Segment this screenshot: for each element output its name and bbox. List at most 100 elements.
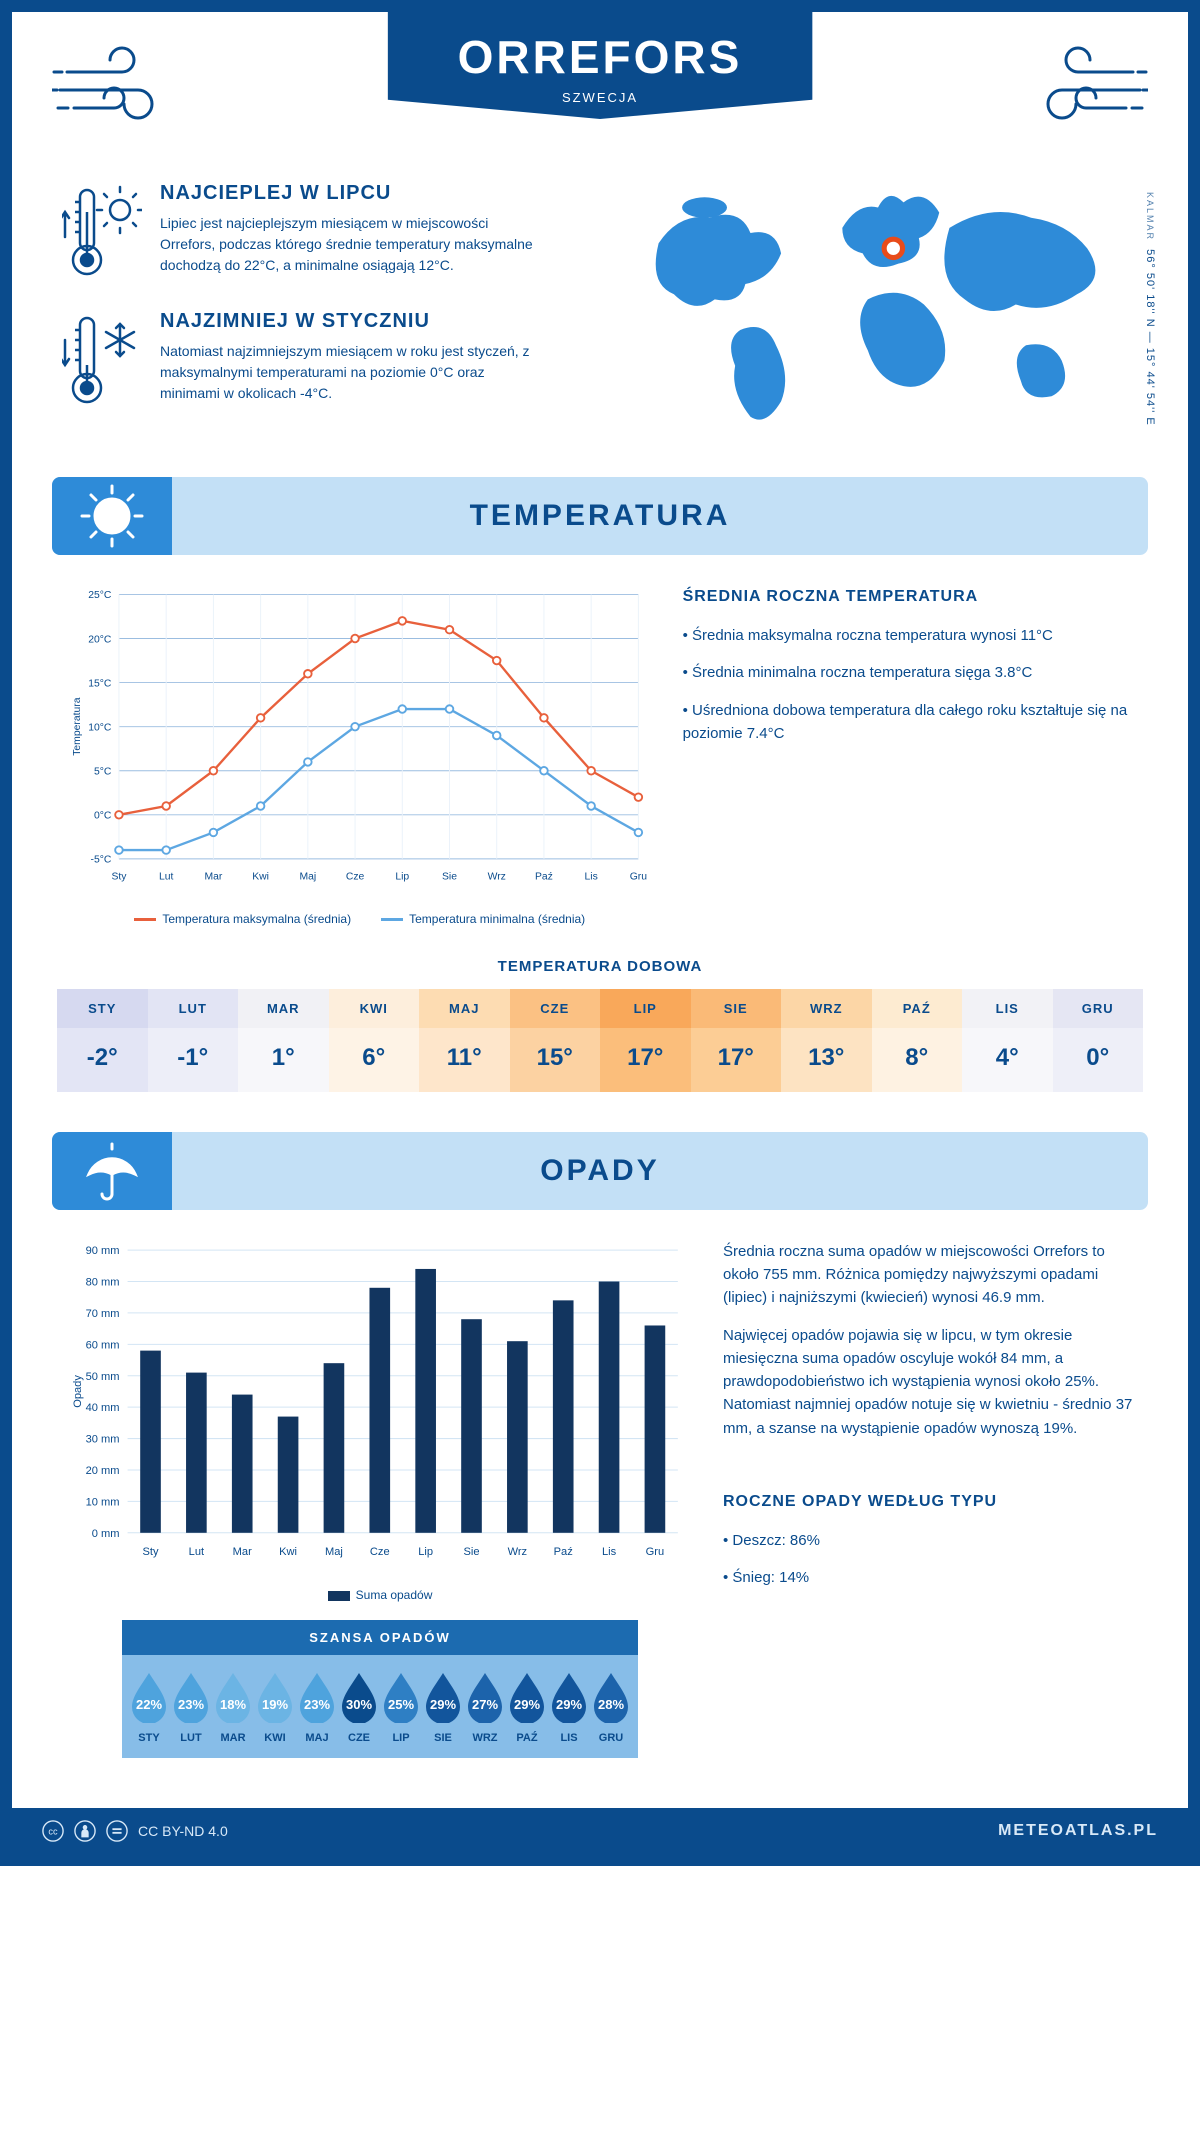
svg-text:0 mm: 0 mm xyxy=(92,1528,120,1540)
header: ORREFORS SZWECJA xyxy=(12,12,1188,152)
chance-drop: 29%SIE xyxy=(422,1671,464,1752)
intro-section: NAJCIEPLEJ W LIPCU Lipiec jest najcieple… xyxy=(12,152,1188,467)
temperature-chart-row: -5°C0°C5°C10°C15°C20°C25°CStyLutMarKwiMa… xyxy=(12,555,1188,936)
daily-temp-col: WRZ 13° xyxy=(781,989,872,1092)
svg-text:Maj: Maj xyxy=(325,1546,343,1558)
svg-text:19%: 19% xyxy=(262,1697,288,1712)
svg-text:27%: 27% xyxy=(472,1697,498,1712)
precip-type-item: Deszcz: 86% xyxy=(723,1529,1133,1552)
precip-legend: Suma opadów xyxy=(67,1588,693,1602)
world-map: KALMAR 56° 50' 18'' N — 15° 44' 54'' E xyxy=(628,182,1138,447)
svg-text:30 mm: 30 mm xyxy=(86,1434,120,1446)
thermometer-snow-icon xyxy=(62,310,142,410)
section-bar-precip: OPADY xyxy=(52,1132,1148,1210)
svg-text:Kwi: Kwi xyxy=(252,872,269,883)
daily-temp-col: LIS 4° xyxy=(962,989,1053,1092)
svg-text:Paź: Paź xyxy=(554,1546,573,1558)
svg-text:Lis: Lis xyxy=(602,1546,617,1558)
svg-text:Sie: Sie xyxy=(442,872,457,883)
svg-text:Mar: Mar xyxy=(204,872,222,883)
daily-temp-col: SIE 17° xyxy=(691,989,782,1092)
temperature-legend: Temperatura maksymalna (średnia) Tempera… xyxy=(67,912,653,926)
svg-text:Temperatura: Temperatura xyxy=(72,698,83,756)
svg-text:18%: 18% xyxy=(220,1697,246,1712)
footer: cc CC BY-ND 4.0 METEOATLAS.PL xyxy=(12,1808,1188,1854)
svg-text:23%: 23% xyxy=(304,1697,330,1712)
svg-text:22%: 22% xyxy=(136,1697,162,1712)
svg-text:Mar: Mar xyxy=(233,1546,252,1558)
temp-summary-item: Średnia minimalna roczna temperatura się… xyxy=(683,661,1133,684)
chance-drop: 25%LIP xyxy=(380,1671,422,1752)
precip-summary: Średnia roczna suma opadów w miejscowośc… xyxy=(723,1240,1133,1758)
wind-icon-right xyxy=(1018,42,1148,132)
svg-text:25°C: 25°C xyxy=(88,591,112,602)
umbrella-icon xyxy=(77,1136,147,1206)
precip-chart-row: 0 mm10 mm20 mm30 mm40 mm50 mm60 mm70 mm8… xyxy=(12,1210,1188,1768)
section-bar-temperature: TEMPERATURA xyxy=(52,477,1148,555)
chance-drop: 19%KWI xyxy=(254,1671,296,1752)
precip-text-2: Najwięcej opadów pojawia się w lipcu, w … xyxy=(723,1324,1133,1440)
cc-icon: cc xyxy=(42,1820,64,1842)
svg-text:50 mm: 50 mm xyxy=(86,1371,120,1383)
thermometer-sun-icon xyxy=(62,182,142,282)
svg-text:Lip: Lip xyxy=(395,872,409,883)
svg-text:Sty: Sty xyxy=(142,1546,158,1558)
fact-hot-text: Lipiec jest najcieplejszym miesiącem w m… xyxy=(160,213,540,276)
svg-text:29%: 29% xyxy=(430,1697,456,1712)
daily-temp-col: KWI 6° xyxy=(329,989,420,1092)
site-name: METEOATLAS.PL xyxy=(998,1822,1158,1840)
svg-text:60 mm: 60 mm xyxy=(86,1339,120,1351)
svg-text:5°C: 5°C xyxy=(94,767,112,778)
svg-text:Gru: Gru xyxy=(630,872,648,883)
svg-text:Sty: Sty xyxy=(111,872,127,883)
chance-drop: 28%GRU xyxy=(590,1671,632,1752)
chance-drop: 23%MAJ xyxy=(296,1671,338,1752)
precip-type-item: Śnieg: 14% xyxy=(723,1566,1133,1589)
svg-text:Maj: Maj xyxy=(299,872,316,883)
temperature-line-chart: -5°C0°C5°C10°C15°C20°C25°CStyLutMarKwiMa… xyxy=(67,585,653,897)
svg-text:40 mm: 40 mm xyxy=(86,1402,120,1414)
svg-text:29%: 29% xyxy=(514,1697,540,1712)
chance-drop: 29%LIS xyxy=(548,1671,590,1752)
svg-text:Kwi: Kwi xyxy=(279,1546,297,1558)
fact-cold-text: Natomiast najzimniejszym miesiącem w rok… xyxy=(160,341,540,404)
precip-chance-panel: SZANSA OPADÓW 22%STY23%LUT18%MAR19%KWI23… xyxy=(122,1620,638,1758)
fact-hottest: NAJCIEPLEJ W LIPCU Lipiec jest najcieple… xyxy=(62,182,598,282)
daily-temp-col: LIP 17° xyxy=(600,989,691,1092)
location-title: ORREFORS xyxy=(458,30,743,84)
chance-drop: 18%MAR xyxy=(212,1671,254,1752)
precip-bar-chart: 0 mm10 mm20 mm30 mm40 mm50 mm60 mm70 mm8… xyxy=(67,1240,693,1573)
fact-cold-title: NAJZIMNIEJ W STYCZNIU xyxy=(160,310,540,333)
title-banner: ORREFORS SZWECJA xyxy=(388,12,813,119)
section-title-precip: OPADY xyxy=(540,1154,659,1188)
svg-text:29%: 29% xyxy=(556,1697,582,1712)
svg-text:23%: 23% xyxy=(178,1697,204,1712)
svg-text:Cze: Cze xyxy=(370,1546,390,1558)
daily-temp-table: STY -2°LUT -1°MAR 1°KWI 6°MAJ 11°CZE 15°… xyxy=(57,989,1143,1092)
daily-temp-col: LUT -1° xyxy=(148,989,239,1092)
page: ORREFORS SZWECJA xyxy=(0,0,1200,1866)
svg-text:Lip: Lip xyxy=(418,1546,433,1558)
chance-drop: 23%LUT xyxy=(170,1671,212,1752)
svg-text:Wrz: Wrz xyxy=(508,1546,528,1558)
by-icon xyxy=(74,1820,96,1842)
temp-summary-title: ŚREDNIA ROCZNA TEMPERATURA xyxy=(683,585,1133,610)
fact-hot-title: NAJCIEPLEJ W LIPCU xyxy=(160,182,540,205)
chance-drop: 27%WRZ xyxy=(464,1671,506,1752)
svg-text:28%: 28% xyxy=(598,1697,624,1712)
license: cc CC BY-ND 4.0 xyxy=(42,1820,228,1842)
wind-icon-left xyxy=(52,42,182,132)
svg-text:Wrz: Wrz xyxy=(488,872,506,883)
daily-temp-col: STY -2° xyxy=(57,989,148,1092)
svg-text:15°C: 15°C xyxy=(88,679,112,690)
section-title-temperature: TEMPERATURA xyxy=(470,499,731,533)
svg-text:Lut: Lut xyxy=(159,872,174,883)
precip-text-1: Średnia roczna suma opadów w miejscowośc… xyxy=(723,1240,1133,1310)
daily-temp-col: MAR 1° xyxy=(238,989,329,1092)
chance-drop: 29%PAŹ xyxy=(506,1671,548,1752)
svg-text:Sie: Sie xyxy=(463,1546,479,1558)
svg-text:80 mm: 80 mm xyxy=(86,1277,120,1289)
sun-icon xyxy=(77,481,147,551)
license-text: CC BY-ND 4.0 xyxy=(138,1823,228,1839)
fact-coldest: NAJZIMNIEJ W STYCZNIU Natomiast najzimni… xyxy=(62,310,598,410)
